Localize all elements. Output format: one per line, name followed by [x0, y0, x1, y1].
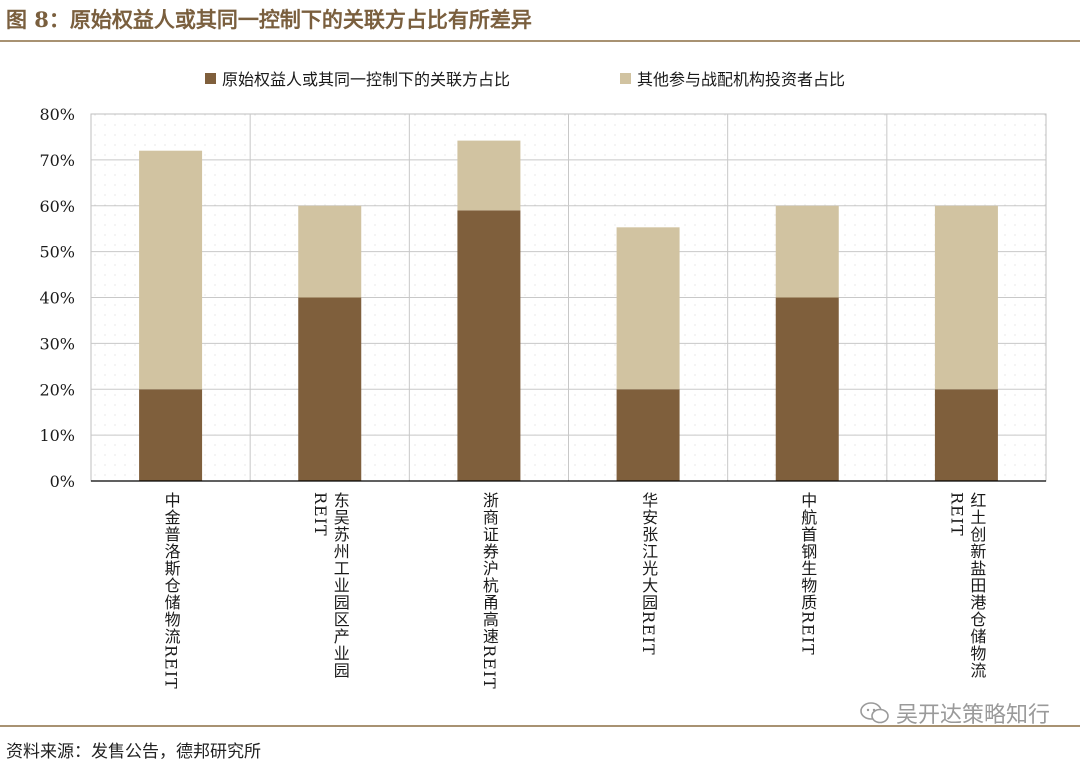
legend-item-other: 其他参与战配机构投资者占比: [620, 66, 845, 90]
y-tick-label: 60%: [39, 197, 75, 216]
figure-title: 图 8：原始权益人或其同一控制下的关联方占比有所差异: [6, 7, 532, 32]
grid-lines: [91, 114, 1046, 481]
legend-label-originator: 原始权益人或其同一控制下的关联方占比: [222, 70, 511, 89]
watermark-text: 吴开达策略知行: [895, 703, 1050, 728]
category-label: 浙商证券沪杭甬高速REIT: [479, 492, 499, 690]
bar-originator-share: [298, 297, 362, 481]
footer-divider: [0, 725, 1080, 727]
y-tick-label: 40%: [39, 289, 75, 308]
bar-other-share: [139, 150, 203, 390]
bars: [139, 140, 998, 481]
y-tick-label: 20%: [39, 380, 75, 399]
category-label: 中航首钢生物质REIT: [798, 492, 818, 656]
bar-other-share: [934, 205, 998, 390]
y-axis-ticks: 0% 10% 20% 30% 40% 50% 60% 70% 80%: [39, 105, 75, 491]
source-note: 资料来源：发售公告，德邦研究所: [6, 742, 261, 762]
y-tick-label: 30%: [39, 334, 75, 353]
legend-label-other: 其他参与战配机构投资者占比: [637, 70, 846, 89]
y-tick-label: 0%: [50, 472, 75, 491]
category-label: 东吴苏州工业园区产业园 REIT: [310, 492, 350, 679]
bar-originator-share: [934, 389, 998, 481]
bar-other-share: [775, 205, 839, 298]
category-label: 中金普洛斯仓储物流REIT: [161, 492, 181, 690]
y-tick-label: 70%: [39, 151, 75, 170]
title-divider: [0, 40, 1080, 42]
bar-originator-share: [139, 389, 203, 481]
chart-legend: 原始权益人或其同一控制下的关联方占比 其他参与战配机构投资者占比: [0, 66, 1080, 92]
legend-swatch-originator: [205, 72, 216, 84]
bar-originator-share: [775, 297, 839, 481]
bar-originator-share: [616, 389, 680, 481]
y-tick-label: 10%: [39, 426, 75, 445]
bar-other-share: [298, 205, 362, 298]
legend-item-originator: 原始权益人或其同一控制下的关联方占比: [205, 66, 510, 90]
legend-swatch-other: [620, 72, 631, 84]
watermark: 吴开达策略知行: [860, 697, 1050, 729]
bar-originator-share: [457, 210, 521, 481]
bar-other-share: [616, 227, 680, 390]
wechat-icon: [860, 702, 889, 724]
category-label: 红土创新盐田港仓储物流 REIT: [947, 492, 987, 679]
category-label: 华安张江光大园REIT: [639, 492, 659, 656]
y-tick-label: 80%: [39, 105, 75, 124]
bar-other-share: [457, 140, 521, 211]
y-tick-label: 50%: [39, 243, 75, 262]
